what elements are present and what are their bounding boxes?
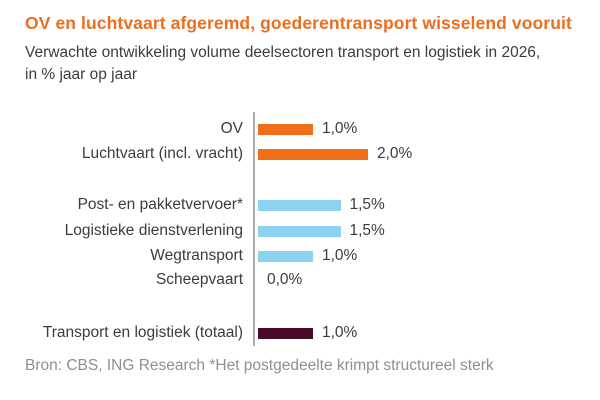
bar-luchtvaart (258, 148, 368, 160)
bar-logistiek (258, 225, 341, 237)
bar-area: 2,0% (258, 145, 412, 163)
chart-row-luchtvaart: Luchtvaart (incl. vracht) 2,0% (0, 141, 600, 167)
bar-wegtransport (258, 250, 313, 262)
value-label: 1,5% (349, 222, 385, 239)
value-label: 1,0% (322, 324, 358, 341)
category-label: Post- en pakketvervoer* (77, 196, 243, 213)
bar-area: 1,0% (258, 120, 357, 138)
chart-subtitle-line2: in % jaar op jaar (25, 66, 138, 83)
chart-row-logistiek: Logistieke dienstverlening 1,5% (0, 218, 600, 244)
category-label: Luchtvaart (incl. vracht) (81, 145, 243, 162)
category-label: Logistieke dienstverlening (64, 222, 243, 239)
value-label: 1,0% (322, 120, 358, 137)
bar-post (258, 199, 341, 211)
value-label: 0,0% (267, 271, 303, 288)
chart-row-scheepvaart: Scheepvaart 0,0% (0, 267, 600, 293)
chart-title: OV en luchtvaart afgeremd, goederentrans… (25, 13, 572, 33)
chart-subtitle: Verwachte ontwikkeling volume deelsector… (25, 42, 540, 86)
value-label: 1,5% (349, 196, 385, 213)
bar-area: 1,5% (258, 196, 385, 214)
value-label: 1,0% (322, 247, 358, 264)
source-note: Bron: CBS, ING Research *Het postgedeelt… (25, 357, 494, 374)
category-label: OV (220, 120, 243, 137)
chart-row-wegtransport: Wegtransport 1,0% (0, 243, 600, 269)
bar-area: 1,0% (258, 324, 357, 342)
bar-area: 1,0% (258, 247, 357, 265)
chart-row-totaal: Transport en logistiek (totaal) 1,0% (0, 320, 600, 346)
value-label: 2,0% (377, 145, 413, 162)
chart-row-ov: OV 1,0% (0, 116, 600, 142)
bar-ov (258, 123, 313, 135)
bar-area: 1,5% (258, 222, 385, 240)
category-label: Transport en logistiek (totaal) (42, 324, 243, 341)
chart-row-post: Post- en pakketvervoer* 1,5% (0, 192, 600, 218)
category-label: Wegtransport (150, 247, 243, 264)
chart-subtitle-line1: Verwachte ontwikkeling volume deelsector… (25, 44, 541, 61)
category-label: Scheepvaart (155, 271, 243, 288)
y-axis-line (253, 112, 255, 346)
bar-area: 0,0% (258, 271, 302, 289)
bar-totaal (258, 327, 313, 339)
